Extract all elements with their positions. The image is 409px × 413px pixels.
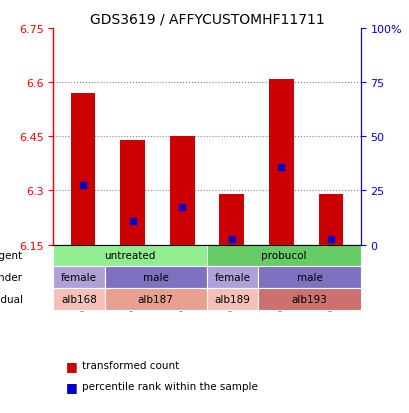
Bar — [104, 266, 207, 288]
Text: female: female — [61, 272, 97, 282]
Text: alb187: alb187 — [137, 294, 173, 304]
Text: alb168: alb168 — [61, 294, 97, 304]
Bar — [258, 288, 360, 310]
Bar — [53, 266, 104, 288]
Text: alb189: alb189 — [214, 294, 250, 304]
Bar — [104, 288, 207, 310]
Bar — [207, 266, 258, 288]
Bar — [70, 94, 95, 245]
Text: male: male — [296, 272, 322, 282]
Text: ■: ■ — [65, 359, 77, 372]
Text: probucol: probucol — [261, 251, 306, 261]
Title: GDS3619 / AFFYCUSTOMHF11711: GDS3619 / AFFYCUSTOMHF11711 — [90, 12, 324, 26]
Bar — [268, 79, 293, 245]
Text: transformed count: transformed count — [82, 361, 179, 370]
Text: percentile rank within the sample: percentile rank within the sample — [82, 381, 257, 391]
Bar — [120, 140, 145, 245]
Text: male: male — [142, 272, 169, 282]
Text: gender: gender — [0, 272, 22, 282]
Bar — [207, 288, 258, 310]
Text: female: female — [214, 272, 250, 282]
Text: untreated: untreated — [104, 251, 155, 261]
Bar — [53, 288, 104, 310]
Text: individual: individual — [0, 294, 22, 304]
Text: ■: ■ — [65, 380, 77, 393]
Bar — [169, 137, 194, 245]
Text: agent: agent — [0, 251, 22, 261]
Bar — [318, 195, 343, 245]
Text: alb193: alb193 — [291, 294, 327, 304]
Bar — [219, 195, 244, 245]
Bar — [258, 266, 360, 288]
Bar — [53, 245, 207, 266]
Bar — [207, 245, 360, 266]
